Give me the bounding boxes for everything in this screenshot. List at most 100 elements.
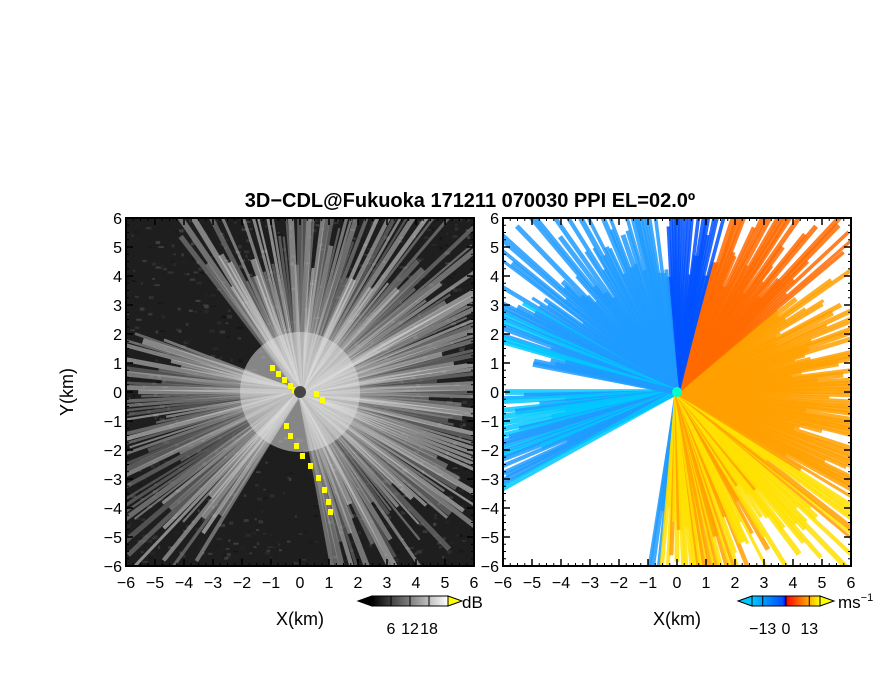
noise-speck — [195, 527, 198, 531]
noise-speck — [210, 355, 215, 358]
velocity-xlabel: X(km) — [653, 609, 701, 629]
velocity-ytick-label: −6 — [481, 559, 499, 576]
reflectivity-ytick-label: 5 — [113, 240, 122, 257]
noise-speck — [178, 330, 182, 333]
reflectivity-ytick-label: 3 — [113, 298, 122, 315]
noise-speck — [149, 552, 155, 555]
reflectivity-ytick-label: −1 — [104, 414, 122, 431]
noise-speck — [157, 301, 164, 304]
noise-speck — [209, 329, 215, 333]
noise-speck — [157, 545, 161, 550]
noise-speck — [289, 472, 294, 475]
noise-speck — [418, 471, 422, 473]
velocity-xtick-label: 0 — [673, 575, 682, 592]
noise-speck — [363, 254, 369, 256]
noise-speck — [459, 534, 463, 537]
noise-speck — [189, 219, 192, 222]
noise-speck — [460, 505, 465, 508]
noise-speck — [191, 247, 196, 250]
noise-speck — [175, 328, 182, 332]
noise-speck — [140, 303, 144, 308]
noise-speck — [461, 540, 466, 542]
noise-speck — [265, 461, 269, 464]
noise-speck — [247, 530, 251, 534]
noise-speck — [245, 533, 251, 537]
noise-speck — [323, 558, 330, 562]
noise-speck — [202, 517, 206, 521]
noise-speck — [233, 220, 237, 225]
reflectivity-xtick-label: 1 — [325, 575, 334, 592]
noise-speck — [170, 529, 175, 533]
noise-speck — [246, 220, 251, 224]
noise-speck — [459, 436, 462, 440]
noise-speck — [437, 541, 441, 545]
noise-speck — [143, 561, 148, 563]
noise-speck — [221, 554, 227, 557]
noise-speck — [150, 464, 155, 469]
velocity-ytick-label: 1 — [490, 356, 499, 373]
noise-speck — [221, 315, 227, 319]
noise-speck — [152, 535, 159, 538]
noise-speck — [353, 237, 359, 240]
noise-speck — [145, 539, 149, 543]
reflectivity-ytick-label: 6 — [113, 211, 122, 228]
noise-speck — [459, 423, 463, 426]
noise-speck — [159, 417, 165, 422]
noise-speck — [359, 541, 363, 544]
noise-speck — [227, 309, 231, 312]
noise-speck — [198, 546, 204, 549]
noise-speck — [411, 553, 416, 556]
velocity-colorbar-unit: ms−1 — [838, 592, 873, 612]
velocity-xtick-label: 6 — [847, 575, 856, 592]
noise-speck — [369, 543, 373, 548]
noise-speck — [453, 472, 460, 476]
noise-speck — [464, 284, 470, 287]
noise-speck — [298, 533, 303, 535]
reflectivity-xtick-label: −3 — [204, 575, 222, 592]
noise-speck — [453, 461, 457, 465]
noise-speck — [276, 233, 283, 236]
noise-speck — [460, 345, 466, 349]
noise-speck — [336, 219, 340, 222]
noise-speck — [454, 227, 459, 231]
radar-site-marker-velocity — [672, 387, 682, 397]
noise-speck — [458, 288, 463, 292]
noise-speck — [139, 470, 142, 472]
noise-speck — [148, 312, 153, 316]
noise-speck — [247, 273, 253, 277]
reflectivity-xtick-label: −4 — [175, 575, 193, 592]
velocity-colorbar-over-arrow — [819, 595, 836, 607]
noise-speck — [333, 222, 339, 224]
reflectivity-ytick-label: −2 — [104, 443, 122, 460]
noise-speck — [450, 542, 456, 545]
noise-speck — [168, 546, 173, 549]
noise-speck — [203, 310, 209, 314]
noise-speck — [135, 452, 141, 455]
noise-speck — [468, 403, 474, 407]
noise-speck — [167, 271, 174, 274]
noise-speck — [256, 542, 260, 546]
velocity-xtick-label: 3 — [760, 575, 769, 592]
noise-speck — [399, 266, 405, 269]
noise-speck — [376, 495, 381, 498]
noise-speck — [367, 248, 373, 250]
noise-speck — [154, 462, 160, 466]
noise-speck — [200, 272, 205, 274]
velocity-xtick-label: −1 — [639, 575, 657, 592]
noise-speck — [203, 343, 209, 347]
noise-speck — [132, 279, 136, 283]
noise-speck — [243, 494, 247, 497]
noise-speck — [463, 546, 469, 549]
noise-speck — [466, 379, 472, 381]
noise-speck — [148, 245, 152, 249]
noise-speck — [238, 359, 243, 363]
noise-speck — [441, 282, 444, 285]
noise-speck — [358, 531, 362, 535]
reflectivity-ytick-label: −5 — [104, 530, 122, 547]
noise-speck — [406, 261, 410, 265]
noise-speck — [435, 519, 441, 523]
noise-speck — [171, 260, 175, 264]
saturation-cell — [328, 509, 333, 515]
velocity-ytick-label: −4 — [481, 501, 499, 518]
noise-speck — [424, 273, 430, 277]
